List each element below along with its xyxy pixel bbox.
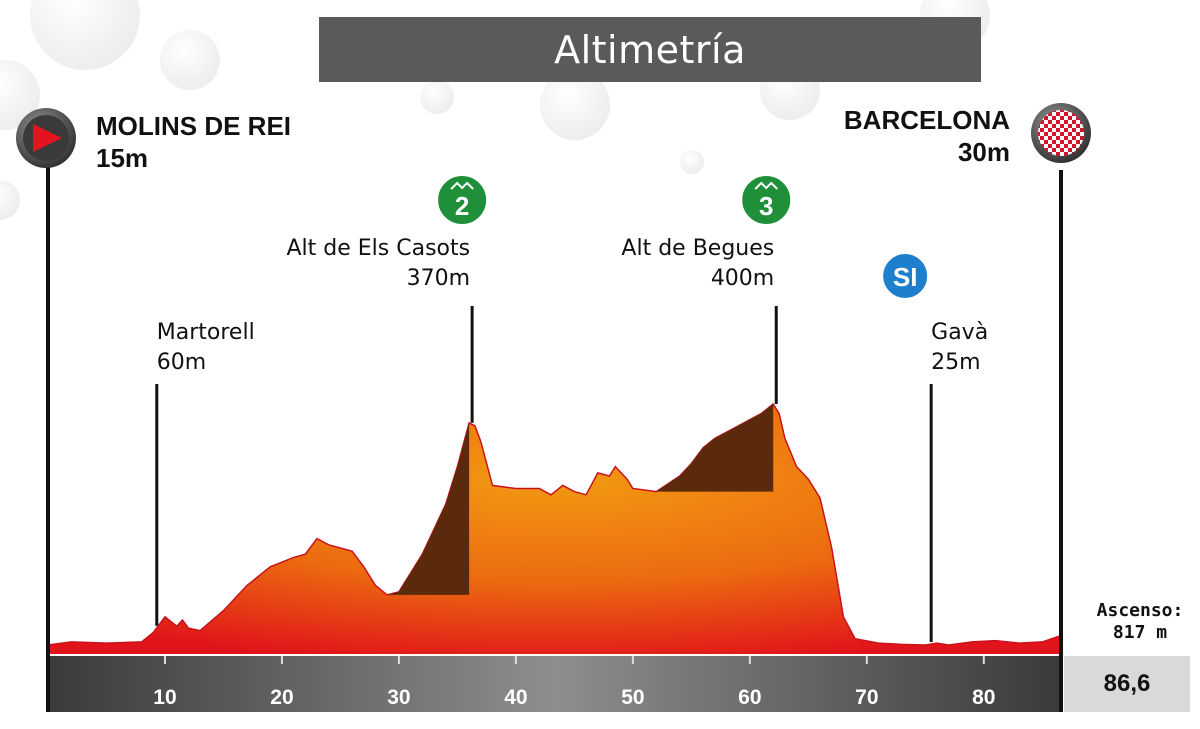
checkered-flag-icon: [1031, 103, 1091, 163]
mountain-category-icon: 2: [436, 174, 489, 226]
sprint-badge-label: SI: [893, 262, 918, 292]
climb-shade-2: [656, 404, 774, 492]
background-bubble: [680, 150, 704, 174]
elevation-profile-line: [47, 402, 1062, 646]
start-label: MOLINS DE REI 15m: [96, 110, 291, 174]
point-label-elevation: 25m: [931, 350, 981, 375]
ascent-label: Ascenso:: [1096, 600, 1184, 621]
point-label: Martorell 60m: [157, 318, 255, 378]
x-tick-label: 70: [855, 686, 878, 709]
climb-category-label: 2: [455, 191, 469, 221]
km-bar: [48, 656, 1060, 712]
finish-name: BARCELONA: [843, 105, 1010, 135]
elevation-profile-area: [48, 404, 1061, 654]
background-bubble: [160, 30, 220, 90]
climb-shade-1: [387, 422, 470, 595]
total-distance: 86,6: [1064, 656, 1190, 712]
x-tick-label: 50: [621, 686, 644, 709]
climb-label-elevation: 400m: [710, 266, 775, 291]
mountain-category-icon: 3: [740, 174, 793, 226]
x-tick-label: 20: [270, 686, 293, 709]
point-label-name: Martorell: [156, 320, 255, 345]
point-label: Gavà 25m: [931, 318, 988, 378]
start-flag-icon: [16, 108, 76, 168]
ascent-summary: Ascenso: 817 m: [1080, 600, 1200, 644]
background-bubble: [0, 180, 20, 220]
x-tick-label: 30: [387, 686, 410, 709]
start-elevation: 15m: [96, 143, 149, 173]
finish-elevation: 30m: [957, 137, 1010, 167]
climb-category-label: 3: [759, 191, 773, 221]
climb-label: Alt de Begues 400m: [514, 234, 774, 294]
x-tick-label: 10: [153, 686, 176, 709]
background-bubble: [420, 80, 454, 114]
point-label-name: Gavà: [931, 320, 989, 345]
climb-label-elevation: 370m: [406, 266, 471, 291]
start-name: MOLINS DE REI: [96, 111, 292, 141]
x-tick-label: 60: [738, 686, 761, 709]
sprint-badge-icon: SI: [881, 252, 930, 300]
ascent-value: 817 m: [1112, 622, 1168, 643]
finish-label: BARCELONA 30m: [780, 104, 1010, 168]
x-tick-label: 40: [504, 686, 527, 709]
climb-label: Alt de Els Casots 370m: [210, 234, 470, 294]
climb-label-name: Alt de Begues: [621, 236, 775, 261]
climb-label-name: Alt de Els Casots: [286, 236, 471, 261]
page-title: Altimetría: [319, 17, 981, 82]
point-label-elevation: 60m: [156, 350, 207, 375]
x-tick-label: 80: [972, 686, 995, 709]
